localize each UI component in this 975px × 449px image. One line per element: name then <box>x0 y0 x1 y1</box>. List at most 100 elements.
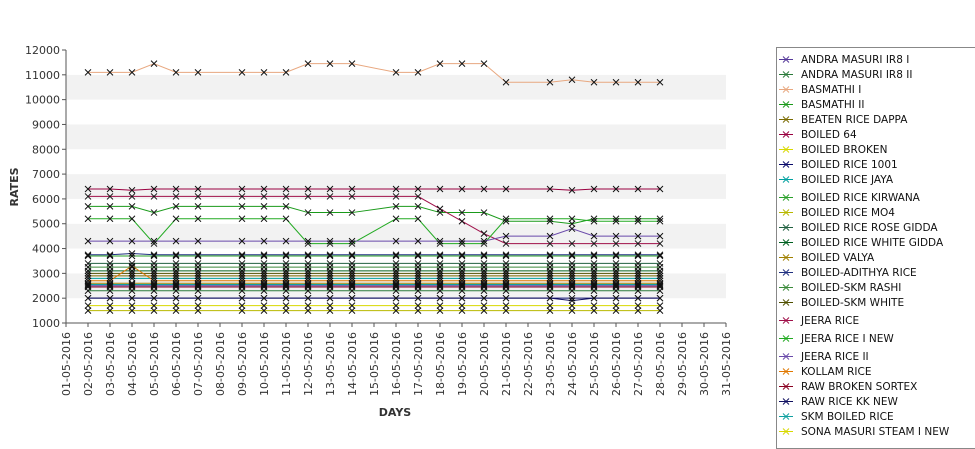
data-point-stroke <box>634 283 642 291</box>
data-point <box>282 263 290 271</box>
data-point-stroke <box>84 282 92 290</box>
data-point <box>458 209 466 216</box>
data-point-stroke <box>392 68 400 76</box>
data-point <box>414 281 422 288</box>
data-point-stroke <box>568 270 576 277</box>
data-point-stroke <box>128 262 136 270</box>
legend-label: BOILED-SKM WHITE <box>801 296 905 309</box>
data-point <box>392 237 400 245</box>
data-point-stroke <box>568 186 576 194</box>
data-point-stroke <box>480 240 488 247</box>
x-tick-label: 19-05-2016 <box>456 332 469 396</box>
data-point-stroke <box>238 263 246 271</box>
data-point-stroke <box>436 282 444 290</box>
data-point <box>590 283 598 291</box>
legend-marker-cross <box>782 317 790 324</box>
data-point <box>568 272 576 280</box>
data-point <box>612 185 620 193</box>
data-point-stroke <box>436 283 444 291</box>
data-point-stroke <box>304 60 312 68</box>
y-tick-label: 5000 <box>32 218 60 231</box>
data-point-stroke <box>656 252 664 260</box>
data-point <box>150 270 158 277</box>
data-point-stroke <box>150 193 158 200</box>
data-point-stroke <box>436 274 444 282</box>
data-point <box>590 217 598 225</box>
data-point-stroke <box>436 60 444 68</box>
data-point-stroke <box>326 240 334 247</box>
data-point-stroke <box>546 232 554 240</box>
data-point <box>436 307 444 314</box>
legend-marker-cross <box>782 116 790 123</box>
data-point-stroke <box>612 274 620 282</box>
legend-label: BOILED-SKM RASHI <box>801 281 902 294</box>
data-point <box>304 193 312 200</box>
data-point <box>348 240 356 247</box>
x-tick-label: 20-05-2016 <box>478 332 491 396</box>
data-point <box>304 272 312 280</box>
data-point <box>392 251 400 259</box>
data-point <box>238 272 246 280</box>
data-point-stroke <box>502 307 510 314</box>
data-point <box>106 281 114 288</box>
data-point-stroke <box>414 281 422 288</box>
data-point <box>612 78 620 86</box>
data-point-stroke <box>414 307 422 314</box>
data-point-stroke <box>502 252 510 260</box>
data-point-stroke <box>348 272 356 280</box>
data-point-stroke <box>502 302 510 309</box>
data-point <box>480 302 488 309</box>
data-point <box>194 270 202 277</box>
data-point-stroke <box>106 283 114 291</box>
data-point <box>84 263 92 271</box>
data-point-stroke <box>106 294 114 302</box>
data-point <box>392 281 400 288</box>
data-point <box>348 307 356 314</box>
data-point <box>348 251 356 259</box>
data-point <box>282 272 290 280</box>
data-point <box>150 294 158 302</box>
data-point <box>150 251 158 259</box>
data-point-stroke <box>348 274 356 282</box>
data-point <box>84 68 92 76</box>
legend-marker-cross <box>782 284 790 291</box>
data-point-stroke <box>458 282 466 290</box>
data-point <box>480 272 488 280</box>
data-point <box>128 283 136 291</box>
data-point <box>304 252 312 260</box>
legend-label: BOILED RICE JAYA <box>801 173 894 186</box>
data-point <box>172 251 180 259</box>
legend-marker-cross <box>782 398 790 405</box>
legend-item: ANDRA MASURI IR8 I <box>779 53 909 66</box>
data-point-stroke <box>106 185 114 193</box>
data-point-stroke <box>480 209 488 216</box>
data-point-stroke <box>106 270 114 277</box>
grid-band <box>66 174 726 199</box>
data-point-stroke <box>612 232 620 240</box>
data-point <box>612 281 620 288</box>
data-point <box>590 270 598 277</box>
data-point <box>304 60 312 68</box>
legend-marker-icon <box>779 71 793 78</box>
data-point-stroke <box>194 302 202 309</box>
data-point-stroke <box>326 274 334 282</box>
data-point-stroke <box>106 302 114 309</box>
data-point-stroke <box>480 251 488 259</box>
data-point <box>392 252 400 260</box>
legend-marker-icon <box>779 368 793 375</box>
data-point-stroke <box>392 251 400 259</box>
data-point <box>128 262 136 270</box>
data-point-stroke <box>150 302 158 309</box>
data-point-stroke <box>568 76 576 84</box>
data-point <box>634 185 642 193</box>
data-point-stroke <box>150 185 158 193</box>
legend-marker-icon <box>779 194 793 201</box>
data-point-stroke <box>282 302 290 309</box>
data-point-stroke <box>326 237 334 245</box>
data-point <box>568 281 576 288</box>
data-point <box>282 252 290 260</box>
data-point-stroke <box>634 215 642 223</box>
data-point <box>150 307 158 314</box>
data-point <box>458 240 466 247</box>
data-point-stroke <box>172 282 180 290</box>
